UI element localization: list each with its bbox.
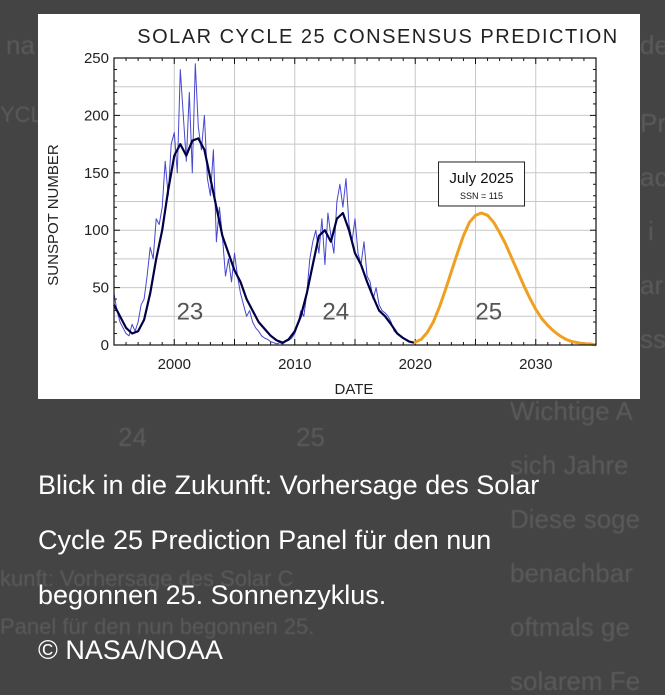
background-text: de [640,30,665,60]
cycle-labels: 23 24 25 [177,299,503,326]
background-text: ss [640,324,665,354]
caption-credit: © NASA/NOAA [38,635,223,665]
caption-line: Cycle 25 Prediction Panel für den nun [38,525,492,555]
y-tick-label: 250 [84,50,109,67]
background-text: ac [640,162,665,192]
cycle-label: 25 [475,299,502,326]
background-text: solarem Fe [510,666,641,695]
background-text: oftmals ge [510,612,630,642]
x-tick-label: 2020 [399,356,432,373]
data-series [113,63,597,347]
chart-figure: SOLAR CYCLE 25 CONSENSUS PREDICTION DATE… [38,14,640,399]
background-text: i [648,216,654,246]
background-text: ar [640,270,664,300]
figure-caption: Blick in die Zukunft: Vorhersage des Sol… [38,458,638,678]
plot-frame [113,57,597,346]
background-text: Wichtige A [510,396,633,426]
caption-line: Blick in die Zukunft: Vorhersage des Sol… [38,470,540,500]
y-tick-label: 200 [84,107,109,124]
cycle-label: 24 [322,299,349,326]
annotation-subtitle: SSN = 115 [460,191,503,201]
annotation-box [438,161,526,207]
background-text: sich Jahre [510,450,629,480]
x-tick-label: 2000 [158,356,191,373]
peak-annotation: July 2025 SSN = 115 [438,161,526,207]
background-text: Panel für den nun begonnen 25. [0,614,315,639]
background-text: Pre [640,108,665,138]
monthly-series-line [113,63,413,345]
y-axis-label: SUNSPOT NUMBER [45,144,62,286]
x-tick-label: 2010 [278,356,311,373]
background-text: YCL [0,102,43,127]
annotation-title: July 2025 [449,170,513,187]
background-text: kunft: Vorhersage des Solar C [0,566,294,591]
background-text: 24 [118,422,147,452]
cycle-label: 23 [177,299,204,326]
y-tick-label: 0 [101,337,109,354]
background-text: na [6,30,35,60]
smoothed-series-line [113,137,415,344]
y-tick-label: 100 [84,222,109,239]
background-text: Diese soge [510,504,641,534]
x-axis-label: DATE [335,381,374,398]
y-tick-label: 50 [92,280,109,297]
chart-title: SOLAR CYCLE 25 CONSENSUS PREDICTION [137,26,619,48]
x-tick-label: 2030 [519,356,552,373]
solar-cycle-chart: SOLAR CYCLE 25 CONSENSUS PREDICTION DATE… [45,26,619,398]
background-text: 25 [296,422,325,452]
y-tick-label: 150 [84,165,109,182]
prediction-series-line [413,211,597,347]
background-text: benachbar [510,558,633,588]
caption-line: begonnen 25. Sonnenzyklus. [38,580,387,610]
